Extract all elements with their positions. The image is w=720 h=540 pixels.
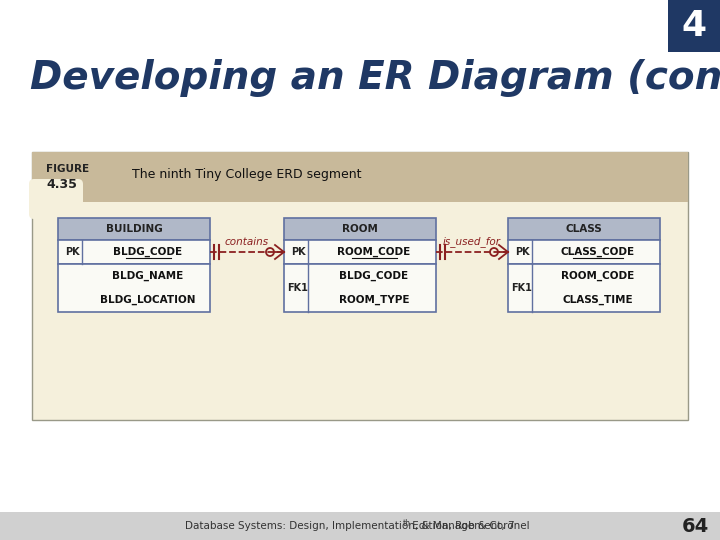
FancyBboxPatch shape: [284, 240, 436, 264]
Text: ROOM_CODE: ROOM_CODE: [338, 247, 410, 257]
FancyBboxPatch shape: [508, 264, 660, 312]
Text: PK: PK: [65, 247, 79, 257]
Text: The ninth Tiny College ERD segment: The ninth Tiny College ERD segment: [132, 168, 361, 181]
FancyBboxPatch shape: [58, 218, 210, 240]
FancyBboxPatch shape: [284, 264, 436, 312]
Text: BLDG_LOCATION: BLDG_LOCATION: [100, 295, 196, 305]
Text: ROOM_CODE: ROOM_CODE: [562, 271, 634, 281]
Text: th: th: [403, 518, 411, 528]
Text: ROOM_TYPE: ROOM_TYPE: [338, 295, 409, 305]
Text: is_used_for: is_used_for: [443, 236, 501, 247]
Text: ROOM: ROOM: [342, 224, 378, 234]
Text: 64: 64: [681, 516, 708, 536]
Text: CLASS_CODE: CLASS_CODE: [561, 247, 635, 257]
Text: FIGURE: FIGURE: [46, 164, 89, 174]
Text: Developing an ER Diagram (continued): Developing an ER Diagram (continued): [30, 59, 720, 97]
FancyBboxPatch shape: [29, 179, 83, 219]
FancyBboxPatch shape: [58, 240, 210, 264]
FancyBboxPatch shape: [508, 218, 660, 240]
FancyBboxPatch shape: [668, 0, 720, 52]
FancyBboxPatch shape: [284, 218, 436, 240]
FancyBboxPatch shape: [58, 264, 210, 312]
Text: PK: PK: [291, 247, 305, 257]
Text: FK1: FK1: [512, 283, 532, 293]
Text: BLDG_CODE: BLDG_CODE: [339, 271, 408, 281]
Text: Database Systems: Design, Implementation, & Management, 7: Database Systems: Design, Implementation…: [185, 521, 515, 531]
Text: BLDG_CODE: BLDG_CODE: [114, 247, 183, 257]
Text: BLDG_NAME: BLDG_NAME: [112, 271, 184, 281]
FancyBboxPatch shape: [508, 240, 660, 264]
FancyBboxPatch shape: [32, 152, 688, 202]
Text: FK1: FK1: [287, 283, 308, 293]
Text: 4: 4: [681, 9, 706, 43]
Text: Edition, Rob & Coronel: Edition, Rob & Coronel: [409, 521, 530, 531]
Text: 4.35: 4.35: [46, 178, 77, 191]
FancyBboxPatch shape: [0, 512, 720, 540]
Text: BUILDING: BUILDING: [106, 224, 163, 234]
Text: CLASS: CLASS: [566, 224, 603, 234]
FancyBboxPatch shape: [32, 152, 688, 420]
Text: PK: PK: [515, 247, 529, 257]
Text: CLASS_TIME: CLASS_TIME: [563, 295, 634, 305]
Text: contains: contains: [225, 237, 269, 247]
